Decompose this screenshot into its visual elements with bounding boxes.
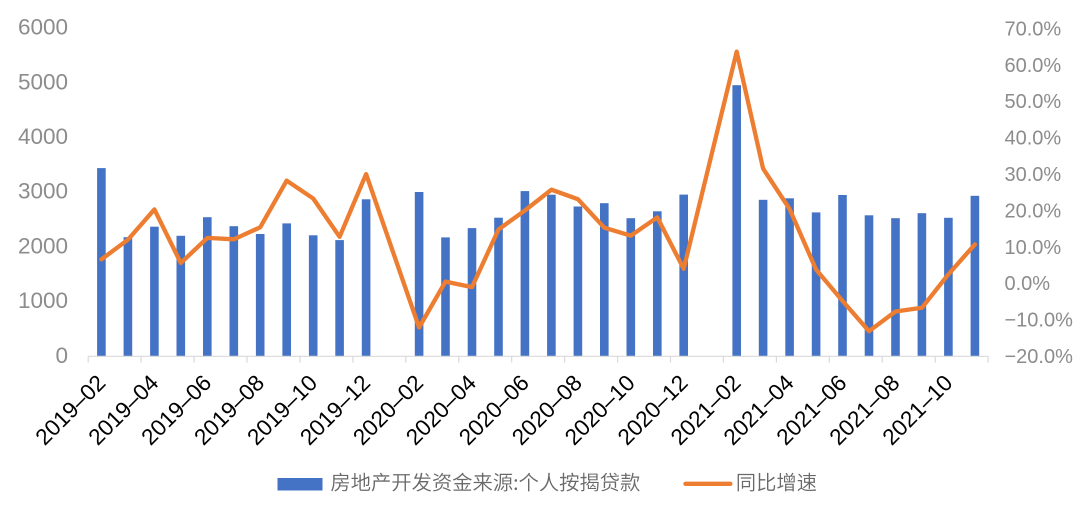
svg-text:3000: 3000	[18, 179, 68, 204]
svg-text:0: 0	[55, 343, 68, 368]
svg-text:0.0%: 0.0%	[1005, 273, 1051, 295]
svg-text:6000: 6000	[18, 15, 68, 40]
svg-text:20.0%: 20.0%	[1005, 200, 1062, 222]
svg-text:2000: 2000	[18, 233, 68, 258]
svg-text:−10.0%: −10.0%	[1005, 310, 1074, 332]
svg-text:30.0%: 30.0%	[1005, 164, 1062, 186]
svg-text:40.0%: 40.0%	[1005, 128, 1062, 150]
svg-text:50.0%: 50.0%	[1005, 91, 1062, 113]
svg-text:60.0%: 60.0%	[1005, 55, 1062, 77]
svg-text:4000: 4000	[18, 124, 68, 149]
svg-text:5000: 5000	[18, 69, 68, 94]
svg-text:1000: 1000	[18, 288, 68, 313]
svg-text:70.0%: 70.0%	[1005, 18, 1062, 40]
svg-text:−20.0%: −20.0%	[1005, 346, 1074, 368]
svg-text:10.0%: 10.0%	[1005, 237, 1062, 259]
